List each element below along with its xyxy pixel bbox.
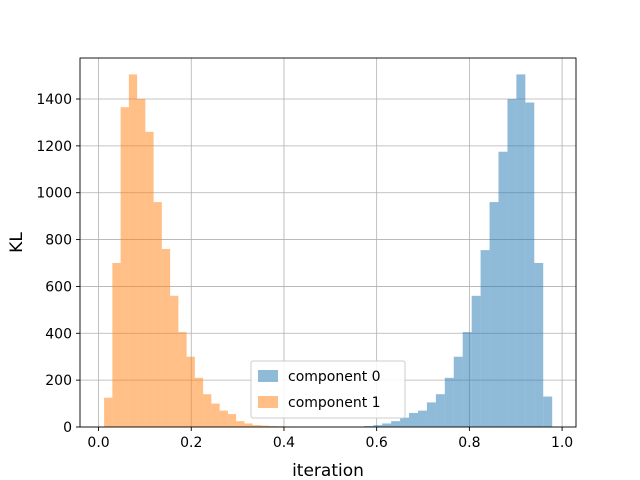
plot-frame — [79, 57, 577, 428]
bar-component-1-16 — [236, 421, 245, 427]
bar-component-1-7 — [161, 248, 171, 427]
x-axis-label: iteration — [292, 461, 364, 480]
bar-component-1-14 — [219, 410, 228, 427]
y-tick-label-1: 200 — [45, 373, 72, 389]
bar-component-0-10 — [444, 377, 454, 427]
histogram-bars — [104, 74, 553, 428]
bar-component-1-0 — [104, 397, 113, 427]
bar-component-1-6 — [153, 202, 162, 427]
legend-swatch-component-0 — [258, 370, 278, 382]
bar-component-0-12 — [462, 332, 472, 427]
bar-component-1-2 — [120, 107, 129, 427]
bar-component-0-13 — [471, 295, 481, 427]
x-tick-label-1: 0.2 — [180, 435, 202, 451]
x-tick-label-0: 0.0 — [87, 435, 109, 451]
bar-component-0-18 — [516, 74, 526, 428]
bar-component-1-3 — [128, 74, 138, 428]
bar-component-0-16 — [498, 151, 508, 427]
legend-box — [250, 360, 406, 419]
bar-component-0-15 — [489, 202, 499, 427]
bar-component-0-9 — [435, 394, 445, 427]
y-tick-label-3: 600 — [45, 279, 72, 295]
bar-component-0-20 — [534, 263, 544, 427]
x-tick-label-5: 1.0 — [551, 435, 573, 451]
bar-component-0-14 — [480, 250, 490, 427]
bar-component-0-7 — [417, 410, 427, 427]
legend: component 0 component 1 — [250, 360, 406, 419]
legend-label-component-1: component 1 — [288, 395, 381, 411]
bar-component-0-2 — [373, 425, 383, 427]
bar-component-1-8 — [170, 295, 179, 427]
legend-swatch-component-1 — [258, 396, 278, 408]
y-tick-label-7: 1400 — [36, 92, 72, 108]
bar-component-0-6 — [409, 412, 418, 427]
bar-component-1-10 — [186, 356, 195, 427]
bar-component-1-4 — [137, 99, 146, 427]
bar-component-0-1 — [364, 426, 374, 427]
x-tick-label-2: 0.4 — [273, 435, 295, 451]
bar-component-0-4 — [391, 421, 401, 427]
y-tick-label-4: 800 — [45, 233, 72, 249]
y-tick-label-5: 1000 — [36, 186, 72, 202]
y-tick-label-6: 1200 — [36, 139, 72, 155]
bar-component-1-13 — [211, 403, 220, 427]
y-tick-label-0: 0 — [63, 420, 72, 436]
y-axis-ticks: 0 200 400 600 800 1000 1200 1400 — [36, 92, 80, 436]
x-tick-label-3: 0.6 — [366, 435, 388, 451]
grid-lines — [80, 58, 576, 428]
bar-component-0-8 — [426, 402, 436, 427]
y-tick-label-2: 400 — [45, 326, 72, 342]
bar-component-0-17 — [507, 99, 517, 427]
x-axis-ticks: 0.0 0.2 0.4 0.6 0.8 1.0 — [87, 427, 573, 451]
bar-component-1-1 — [112, 263, 121, 427]
legend-label-component-0: component 0 — [288, 369, 381, 385]
bar-component-1-19 — [260, 425, 270, 427]
y-axis-label: KL — [7, 232, 27, 253]
bar-component-1-20 — [269, 426, 278, 427]
bar-component-1-11 — [194, 377, 204, 427]
bar-component-0-19 — [525, 102, 535, 427]
bar-component-0-21 — [543, 396, 553, 427]
x-tick-label-4: 0.8 — [458, 435, 480, 451]
bar-component-1-9 — [178, 332, 187, 427]
bar-component-1-12 — [203, 394, 212, 427]
bar-component-0-3 — [382, 423, 392, 427]
bar-component-1-17 — [244, 423, 253, 427]
bar-component-0-11 — [453, 356, 463, 427]
bar-component-1-5 — [145, 131, 154, 428]
bar-component-1-18 — [252, 425, 261, 427]
bar-component-1-15 — [227, 414, 237, 427]
bar-component-0-5 — [400, 417, 410, 427]
